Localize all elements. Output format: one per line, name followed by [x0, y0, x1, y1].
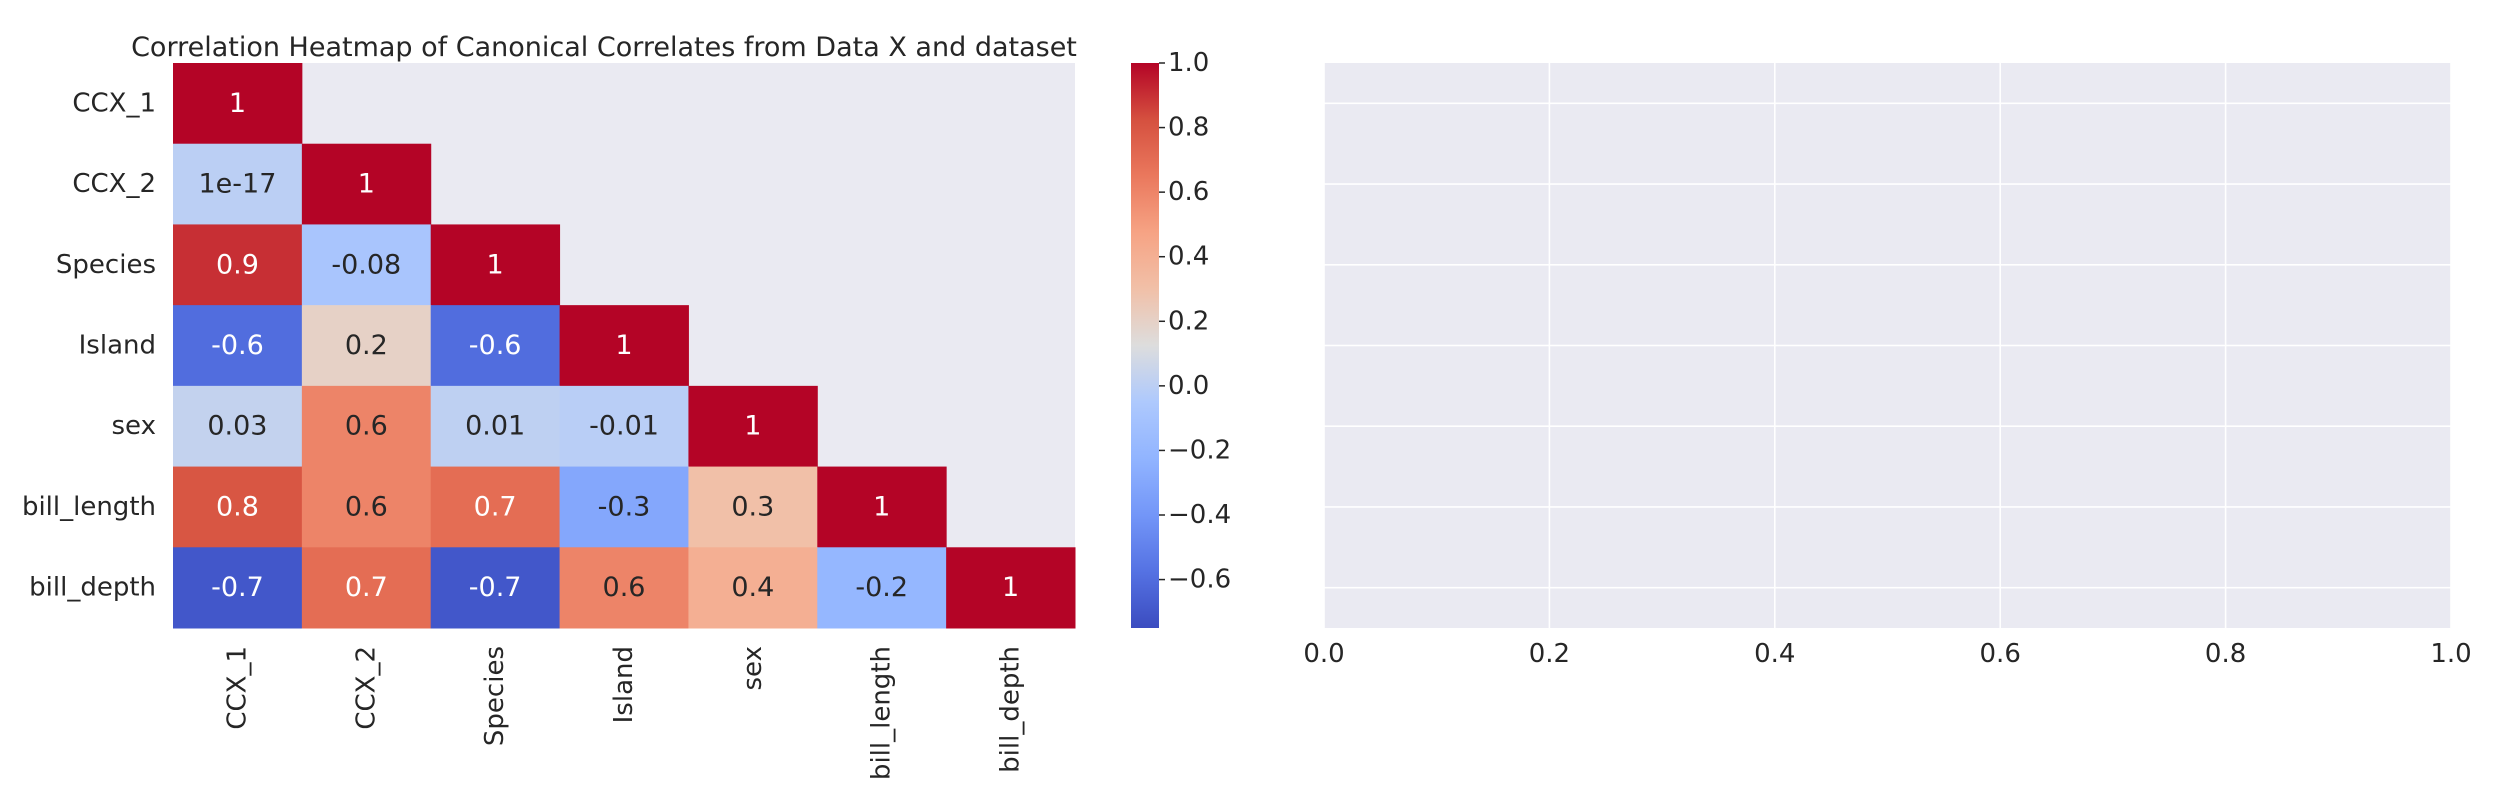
empty-axes-panel: 0.0 0.2 0.4 0.6 0.8 1.0 [1303, 63, 2472, 669]
heatmap-cell [301, 305, 432, 387]
heatmap-row-label: CCX_2 [72, 169, 156, 199]
heatmap-panel: Correlation Heatmap of Canonical Correla… [22, 32, 1077, 780]
heatmap-title: Correlation Heatmap of Canonical Correla… [131, 32, 1077, 63]
heatmap-cell [301, 547, 432, 629]
heatmap-cell [688, 385, 818, 468]
heatmap-cell-annotation: 0.7 [345, 572, 388, 603]
heatmap-cell-annotation: 0.2 [345, 330, 388, 361]
heatmap-cell [173, 466, 303, 548]
colorbar-tick-label: −0.4 [1168, 500, 1231, 530]
heatmap-cell [559, 385, 689, 468]
heatmap-col-labels: CCX_1 CCX_2 Species Island sex bill_length bil… [222, 646, 1025, 780]
colorbar-tick-label: 0.0 [1168, 371, 1209, 401]
axes-x-tick-label: 0.6 [1980, 639, 2021, 669]
heatmap-row-labels: CCX_1 CCX_2 Species Island sex bill_lengthbil… [22, 88, 156, 602]
colorbar-tick-label: 1.0 [1168, 48, 1209, 78]
heatmap-cell [301, 143, 432, 225]
heatmap-cell [817, 466, 947, 548]
heatmap-cell-annotation: -0.08 [331, 249, 401, 280]
heatmap-cell-annotation: 0.01 [465, 411, 525, 442]
heatmap-cell-annotation: 1 [1002, 572, 1019, 603]
heatmap-col-label: bill_length [867, 646, 897, 780]
colorbar-tick-label: −0.6 [1168, 565, 1231, 595]
heatmap-cell-annotation: 1 [229, 88, 246, 119]
heatmap-cell [946, 547, 1076, 629]
heatmap-row-label: Species [56, 250, 156, 280]
heatmap-cell [430, 224, 561, 306]
heatmap-cell-annotation: -0.7 [211, 572, 264, 603]
colorbar-tick-label: 0.8 [1168, 113, 1209, 143]
heatmap-col-label: sex [738, 646, 768, 690]
axes-grid [1323, 63, 2452, 628]
heatmap-col-label: Species [480, 646, 510, 746]
heatmap-col-label: CCX_2 [351, 646, 381, 730]
heatmap-cell-annotation: 1 [615, 330, 632, 361]
heatmap-cell-annotation: 0.6 [603, 572, 646, 603]
heatmap-cell-annotation: 1 [744, 411, 761, 442]
axes-x-tick-label: 0.4 [1754, 639, 1795, 669]
heatmap-cell-annotation: 0.9 [216, 249, 259, 280]
heatmap-cell-annotation: 0.6 [345, 491, 388, 522]
heatmap-row-label: bill_depth [29, 573, 156, 603]
heatmap-cell [688, 466, 818, 548]
heatmap-cells: 1 1e-17 1 0.9 -0.08 1 -0.6 0.2 -0.6 1 0.03 0.6 0.01 -… [173, 63, 1076, 629]
heatmap-cell-annotation: 0.4 [731, 572, 774, 603]
heatmap-cell-annotation: -0.01 [589, 411, 659, 442]
heatmap-row-label: Island [79, 331, 156, 361]
axes-x-tick-label: 0.2 [1529, 639, 1570, 669]
axes-x-tick-label: 0.8 [2205, 639, 2246, 669]
heatmap-row-label: sex [112, 411, 156, 441]
heatmap-col-label: CCX_1 [222, 646, 252, 730]
heatmap-cell [430, 385, 561, 468]
heatmap-cell-annotation: 0.7 [474, 491, 517, 522]
colorbar-tick-label: 0.2 [1168, 306, 1209, 336]
heatmap-cell [559, 547, 689, 629]
colorbar-tick-label: 0.6 [1168, 177, 1209, 207]
axes-x-tick-label: 0.0 [1303, 639, 1344, 669]
heatmap-cell-annotation: 0.8 [216, 491, 259, 522]
heatmap-row-label: bill_length [22, 492, 156, 522]
colorbar-tick-label: 0.4 [1168, 242, 1209, 272]
heatmap-cell-annotation: 0.3 [731, 491, 774, 522]
heatmap-row-label: CCX_1 [72, 88, 156, 118]
heatmap-col-label: bill_depth [996, 646, 1026, 773]
heatmap-cell [301, 466, 432, 548]
heatmap-cell [173, 63, 303, 145]
heatmap-cell [559, 305, 689, 387]
heatmap-cell [430, 466, 561, 548]
heatmap-cell [430, 547, 561, 629]
heatmap-cell [173, 143, 303, 225]
heatmap-cell-annotation: 0.03 [207, 411, 267, 442]
heatmap-col-label: Island [609, 646, 639, 723]
heatmap-cell [430, 305, 561, 387]
axes-x-tick-label: 1.0 [2430, 639, 2471, 669]
heatmap-cell [559, 466, 689, 548]
heatmap-cell-annotation: -0.6 [211, 330, 264, 361]
colorbar-bar [1131, 63, 1159, 628]
heatmap-cell [817, 547, 947, 629]
heatmap-cell-annotation: 1 [487, 249, 504, 280]
heatmap-cell [301, 385, 432, 468]
colorbar-ticks: −0.6 −0.4 −0.2 0.0 0.2 0.4 0.6 0.8 1.0 [1159, 48, 1231, 595]
heatmap-cell [301, 224, 432, 306]
heatmap-cell [173, 224, 303, 306]
heatmap-cell-annotation: -0.6 [469, 330, 522, 361]
heatmap-cell [173, 305, 303, 387]
heatmap-cell [173, 547, 303, 629]
heatmap-cell-annotation: 1 [358, 169, 375, 200]
heatmap-cell-annotation: 0.6 [345, 411, 388, 442]
colorbar-tick-label: −0.2 [1168, 435, 1231, 465]
colorbar: −0.6 −0.4 −0.2 0.0 0.2 0.4 0.6 0.8 1.0 [1131, 48, 1231, 628]
heatmap-cell-annotation: -0.2 [855, 572, 908, 603]
heatmap-cell-annotation: -0.7 [469, 572, 522, 603]
heatmap-cell-annotation: 1e-17 [198, 169, 276, 200]
heatmap-cell-annotation: -0.3 [598, 491, 651, 522]
heatmap-cell [688, 547, 818, 629]
heatmap-cell [173, 385, 303, 468]
heatmap-cell-annotation: 1 [873, 491, 890, 522]
axes-x-tick-labels: 0.0 0.2 0.4 0.6 0.8 1.0 [1303, 639, 2471, 669]
